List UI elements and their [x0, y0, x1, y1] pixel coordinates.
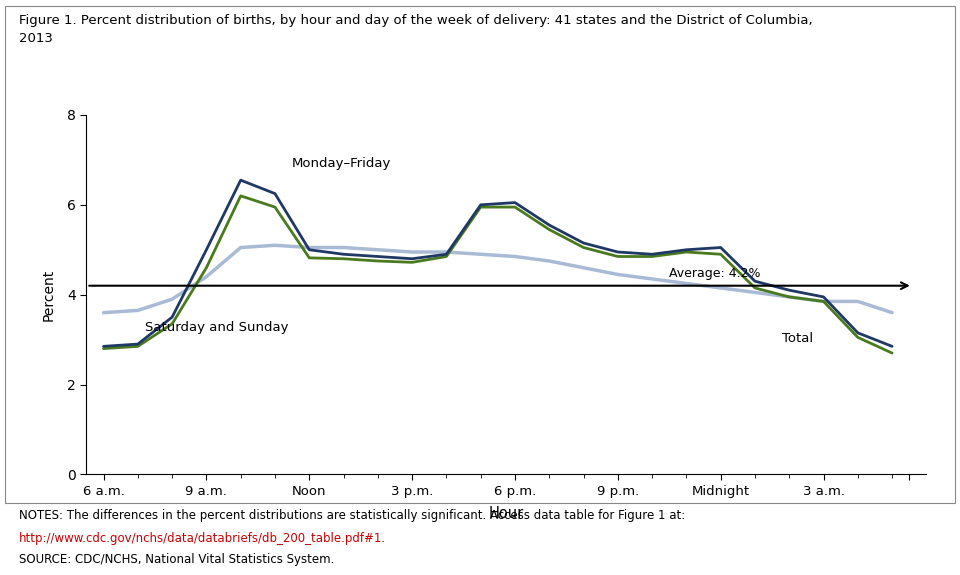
Text: Total: Total	[782, 332, 813, 345]
Text: Figure 1. Percent distribution of births, by hour and day of the week of deliver: Figure 1. Percent distribution of births…	[19, 14, 813, 28]
Text: SOURCE: CDC/NCHS, National Vital Statistics System.: SOURCE: CDC/NCHS, National Vital Statist…	[19, 553, 335, 566]
Text: http://www.cdc.gov/nchs/data/databriefs/db_200_table.pdf#1.: http://www.cdc.gov/nchs/data/databriefs/…	[19, 532, 386, 545]
Text: Monday–Friday: Monday–Friday	[292, 156, 392, 170]
Y-axis label: Percent: Percent	[42, 269, 56, 321]
Text: NOTES: The differences in the percent distributions are statistically significan: NOTES: The differences in the percent di…	[19, 509, 685, 522]
X-axis label: Hour: Hour	[489, 506, 524, 521]
Text: 2013: 2013	[19, 32, 53, 45]
Text: Average: 4.2%: Average: 4.2%	[669, 267, 760, 280]
Text: Saturday and Sunday: Saturday and Sunday	[145, 321, 288, 333]
